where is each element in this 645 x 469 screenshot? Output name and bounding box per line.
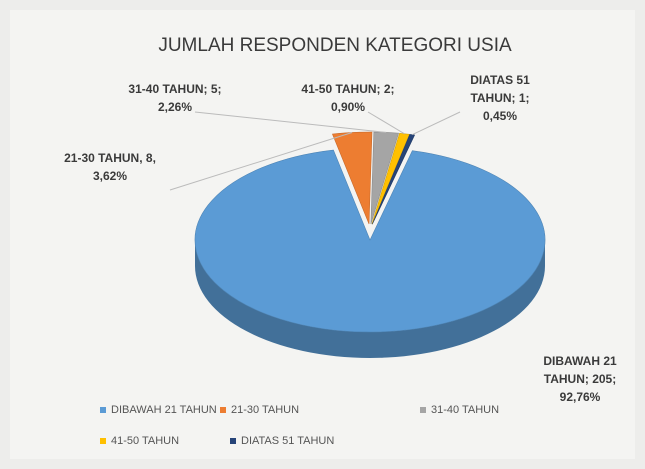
legend-swatch [230,438,236,444]
leader-line [194,111,387,133]
data-label: 3,62% [93,169,127,183]
data-label: 21-30 TAHUN, 8, [64,151,156,165]
leader-line [411,111,461,136]
legend-label: 31-40 TAHUN [431,404,499,416]
data-label: 41-50 TAHUN; 2; [301,82,394,96]
legend-label: 41-50 TAHUN [111,435,179,447]
legend-swatch [420,407,426,413]
data-label: 0,90% [331,100,365,114]
legend-swatch [100,438,106,444]
legend-label: DIATAS 51 TAHUN [241,435,334,447]
slice [372,134,416,225]
legend-label: 21-30 TAHUN [231,404,299,416]
data-label: 92,76% [560,390,601,404]
legend-swatch [220,407,226,413]
data-label: 2,26% [158,100,192,114]
data-label: DIBAWAH 21 [543,354,617,368]
leader-line [169,132,353,191]
legend-label: DIBAWAH 21 TAHUN [111,404,217,416]
chart-title: JUMLAH RESPONDEN KATEGORI USIA [158,35,512,56]
data-label: 31-40 TAHUN; 5; [128,82,221,96]
leader-line [367,111,405,135]
legend-swatch [100,407,106,413]
slice-side [195,240,545,358]
data-label: 0,45% [483,109,517,123]
data-label: TAHUN; 1; [470,91,529,105]
data-label: TAHUN; 205; [544,372,616,386]
data-label: DIATAS 51 [470,73,530,87]
slice [332,131,373,225]
slice [370,131,399,225]
slice [194,149,546,333]
